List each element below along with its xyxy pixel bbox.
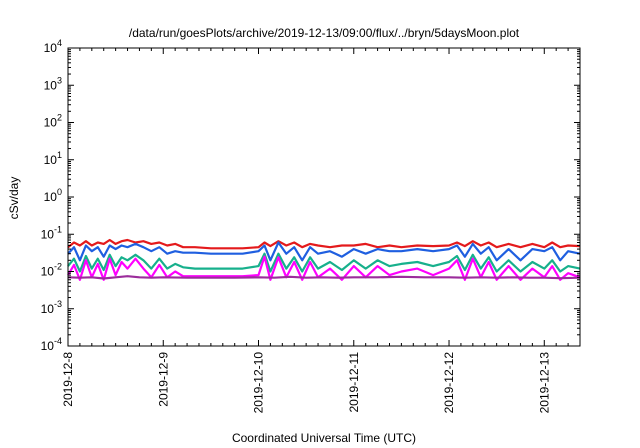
series-layer: [67, 238, 581, 281]
x-axis: 2019-12-8 2019-12-9 2019-12-10 2019-12-11 20…: [61, 48, 569, 414]
y-tick-label: 10-1: [41, 224, 62, 241]
x-axis-label: Coordinated Universal Time (UTC): [232, 431, 416, 445]
series-line-3: [67, 252, 581, 273]
x-tick-label: 2019-12-9: [156, 352, 170, 407]
y-tick-label: 10-4: [41, 336, 62, 353]
y-axis-label: cSv/day: [7, 177, 21, 220]
y-tick-label: 102: [44, 113, 62, 130]
y-tick-label: 101: [44, 150, 62, 167]
y-tick-label: 104: [44, 38, 62, 55]
series-line-2: [67, 241, 581, 262]
y-tick-label: 103: [44, 75, 62, 92]
y-tick-label: 10-3: [41, 299, 62, 316]
x-tick-label: 2019-12-10: [252, 352, 266, 414]
series-line-1: [67, 238, 581, 250]
chart-title: /data/run/goesPlots/archive/2019-12-13/0…: [129, 26, 520, 40]
series-line-4: [67, 255, 581, 281]
series-line-5: [67, 275, 581, 280]
x-tick-label: 2019-12-8: [61, 352, 75, 407]
y-tick-label: 100: [44, 187, 62, 204]
x-tick-label: 2019-12-13: [537, 352, 551, 414]
x-tick-label: 2019-12-11: [347, 352, 361, 413]
y-axis: 10-4 10-3 10-2 10-1 100 101 102 103 104: [41, 38, 580, 353]
y-tick-label: 10-2: [41, 262, 62, 279]
x-tick-label: 2019-12-12: [442, 352, 456, 414]
